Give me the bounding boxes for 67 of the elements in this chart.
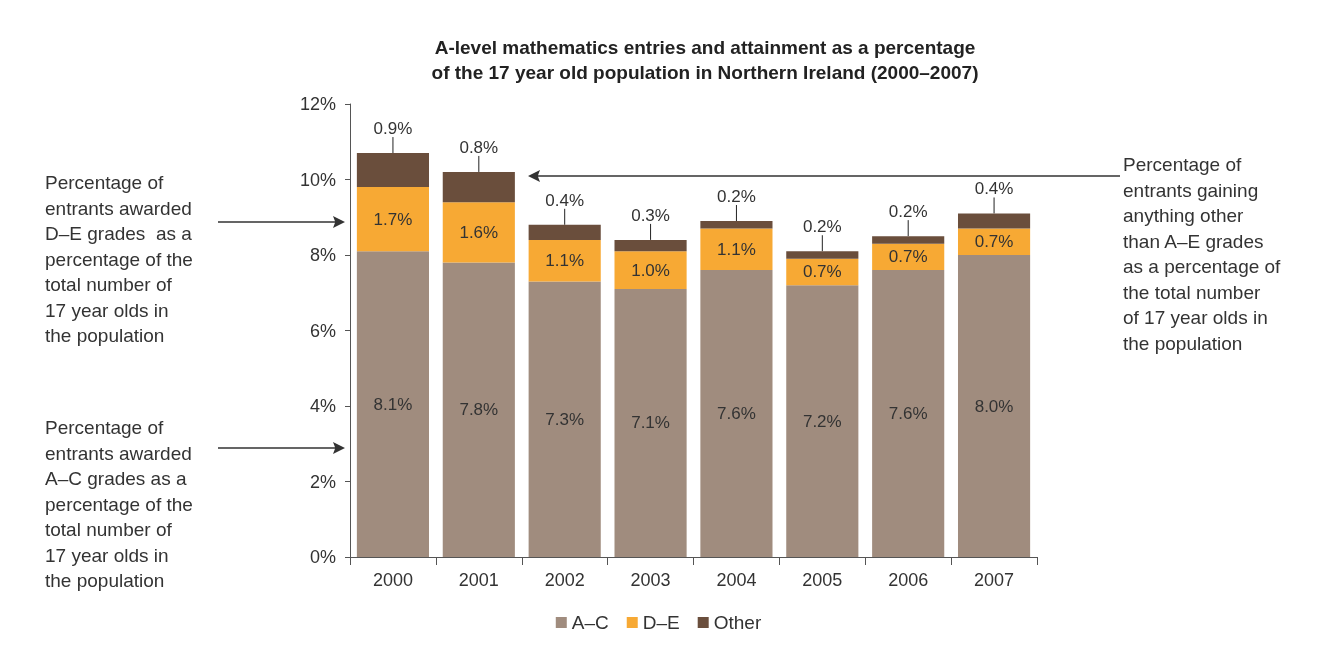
data-label: 7.2% bbox=[802, 411, 842, 431]
bar bbox=[786, 285, 859, 557]
bar bbox=[872, 236, 945, 244]
data-label: 7.6% bbox=[888, 404, 928, 424]
legend-label: Other bbox=[713, 612, 762, 633]
y-tick-label: 12% bbox=[299, 94, 336, 114]
data-label: 0.8% bbox=[459, 137, 499, 157]
text: Percentage of entrants gaining anything other than A–E grades as a percentage of the total number of 17 year olds in the population bbox=[1123, 154, 1282, 354]
text: Percentage of entrants awarded D–E grades as a percentage of the total number of 17 year olds in the population bbox=[45, 172, 193, 347]
data-label: 8.0% bbox=[974, 396, 1014, 416]
x-tick-label: 2001 bbox=[458, 570, 499, 590]
bar bbox=[442, 171, 515, 203]
bar bbox=[528, 239, 601, 282]
data-label: 0.3% bbox=[631, 205, 670, 225]
bar bbox=[528, 281, 601, 557]
x-tick-label: 2004 bbox=[716, 570, 757, 590]
y-tick-label: 4% bbox=[309, 396, 336, 416]
y-tick-label: 6% bbox=[309, 320, 336, 341]
data-label: 1.1% bbox=[545, 251, 585, 271]
bar bbox=[442, 202, 515, 263]
legend-label: A–C bbox=[571, 612, 609, 633]
bar bbox=[356, 187, 430, 252]
x-tick-label: 2006 bbox=[888, 570, 929, 590]
y-tick-label: 10% bbox=[299, 169, 336, 190]
data-label: 8.1% bbox=[373, 394, 413, 414]
bar bbox=[356, 153, 430, 188]
legend-label: D–E bbox=[642, 612, 680, 633]
data-label: 7.3% bbox=[545, 409, 585, 429]
x-tick-label: 2005 bbox=[802, 570, 843, 590]
x-tick-label: 2000 bbox=[372, 570, 413, 590]
bar bbox=[614, 239, 687, 252]
x-tick-label: 2002 bbox=[544, 570, 585, 590]
y-tick-label: 2% bbox=[309, 471, 336, 492]
y-tick-label: 8% bbox=[309, 245, 336, 265]
bar bbox=[442, 262, 515, 557]
bar bbox=[872, 270, 945, 557]
bar bbox=[700, 270, 773, 557]
data-label: 0.7% bbox=[802, 262, 842, 282]
data-label: 0.7% bbox=[974, 232, 1014, 252]
data-label: 7.1% bbox=[631, 413, 670, 433]
data-label: 1.6% bbox=[459, 222, 499, 242]
data-label: 7.6% bbox=[717, 404, 756, 424]
data-label: 0.4% bbox=[545, 190, 585, 210]
data-label: 1.7% bbox=[373, 209, 413, 229]
bar bbox=[614, 288, 687, 557]
data-label: 0.4% bbox=[974, 179, 1014, 199]
data-label: 7.8% bbox=[459, 400, 499, 420]
x-tick-label: 2007 bbox=[974, 570, 1015, 590]
data-label: 0.7% bbox=[888, 247, 928, 267]
data-label: 1.0% bbox=[631, 260, 670, 280]
data-label: 0.2% bbox=[717, 187, 756, 207]
bar bbox=[528, 224, 601, 240]
text: Percentage of entrants awarded A–C grades as a percentage of the total number of 17 year olds in the population bbox=[45, 417, 193, 592]
data-label: 0.9% bbox=[373, 119, 413, 139]
data-label: 0.2% bbox=[888, 202, 928, 222]
bar bbox=[958, 213, 1031, 229]
bar bbox=[700, 221, 773, 229]
y-tick-label: 0% bbox=[309, 547, 336, 567]
bar bbox=[356, 251, 430, 557]
bar bbox=[700, 228, 773, 271]
data-label: 1.1% bbox=[717, 239, 756, 259]
chart-title: A-level mathematics entries and attainment as a percentage of the 17 year old population in Northern Ireland (2000–2007) bbox=[431, 37, 979, 83]
x-tick-label: 2003 bbox=[630, 570, 671, 590]
data-label: 0.2% bbox=[802, 217, 842, 237]
bar bbox=[614, 251, 687, 289]
bar bbox=[958, 255, 1031, 557]
bar bbox=[786, 251, 859, 259]
